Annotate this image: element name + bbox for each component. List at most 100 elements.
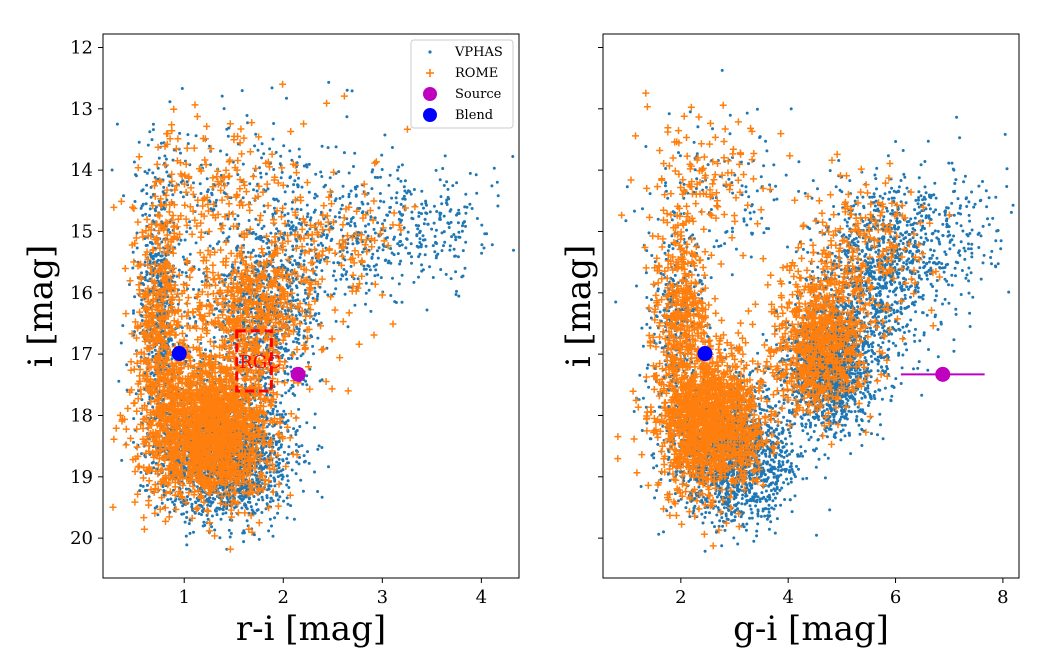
vphas-point: [453, 255, 456, 258]
vphas-point: [439, 268, 442, 271]
vphas-point: [341, 274, 344, 277]
vphas-point: [454, 238, 457, 241]
vphas-point: [146, 244, 149, 247]
vphas-point: [448, 249, 451, 252]
vphas-point: [185, 511, 188, 514]
vphas-point: [461, 230, 464, 233]
vphas-point: [376, 221, 379, 224]
vphas-point: [134, 200, 137, 203]
vphas-point: [340, 228, 343, 231]
vphas-point: [151, 171, 154, 174]
vphas-point: [294, 430, 297, 433]
vphas-point: [426, 309, 429, 312]
vphas-point: [125, 363, 128, 366]
vphas-point: [441, 231, 444, 234]
vphas-point: [286, 379, 289, 382]
vphas-point: [266, 344, 269, 347]
vphas-point: [279, 155, 282, 158]
vphas-point: [305, 374, 308, 377]
vphas-point: [167, 337, 170, 340]
vphas-point: [320, 242, 323, 245]
vphas-point: [221, 508, 224, 511]
vphas-point: [398, 282, 401, 285]
vphas-point: [350, 220, 353, 223]
vphas-point: [149, 372, 152, 375]
vphas-point: [410, 242, 413, 245]
vphas-point: [435, 229, 438, 232]
vphas-point: [287, 309, 290, 312]
vphas-point: [308, 276, 311, 279]
vphas-point: [323, 290, 326, 293]
vphas-point: [350, 265, 353, 268]
rome-point: [235, 509, 242, 516]
vphas-point: [301, 383, 304, 386]
vphas-point: [111, 169, 114, 172]
vphas-point: [389, 227, 392, 230]
vphas-point: [286, 283, 289, 286]
vphas-point: [284, 312, 287, 315]
vphas-point: [454, 236, 457, 239]
vphas-point: [160, 241, 163, 244]
vphas-point: [444, 154, 447, 157]
vphas-point: [420, 190, 423, 193]
vphas-point: [230, 532, 233, 535]
vphas-point: [183, 466, 186, 469]
vphas-point: [456, 212, 459, 215]
vphas-point: [302, 273, 305, 276]
vphas-point: [420, 263, 423, 266]
vphas-point: [428, 265, 431, 268]
vphas-point: [292, 190, 295, 193]
vphas-point: [387, 184, 390, 187]
vphas-point: [213, 498, 216, 501]
vphas-point: [254, 133, 257, 136]
vphas-point: [272, 168, 275, 171]
vphas-point: [356, 185, 359, 188]
vphas-point: [410, 262, 413, 265]
vphas-point: [273, 207, 276, 210]
vphas-point: [480, 243, 483, 246]
vphas-point: [314, 209, 317, 212]
vphas-point: [358, 207, 361, 210]
vphas-point: [374, 232, 377, 235]
vphas-point: [185, 516, 188, 519]
vphas-point: [315, 273, 318, 276]
vphas-point: [189, 498, 192, 501]
vphas-point: [290, 221, 293, 224]
vphas-point: [298, 445, 301, 448]
vphas-point: [246, 114, 249, 117]
vphas-point: [152, 193, 155, 196]
vphas-point: [150, 256, 153, 259]
vphas-point: [149, 207, 152, 210]
vphas-point: [272, 122, 275, 125]
vphas-point: [168, 100, 171, 103]
vphas-point: [453, 248, 456, 251]
vphas-point: [148, 130, 151, 133]
vphas-point: [287, 486, 290, 489]
vphas-point: [280, 446, 283, 449]
vphas-point: [140, 412, 143, 415]
left-panel: 1 2 3 4121314151617181920 RGC VPHAS ROME So…: [21, 34, 532, 649]
vphas-point: [303, 454, 306, 457]
vphas-point: [223, 107, 226, 110]
vphas-point: [145, 184, 148, 187]
vphas-point: [496, 181, 499, 184]
vphas-point: [336, 261, 339, 264]
vphas-point: [215, 199, 218, 202]
vphas-point: [282, 410, 285, 413]
vphas-point: [228, 529, 231, 532]
vphas-point: [284, 309, 287, 312]
vphas-point: [400, 203, 403, 206]
vphas-point: [248, 182, 251, 185]
vphas-point: [303, 259, 306, 262]
vphas-point: [280, 469, 283, 472]
vphas-point: [131, 267, 134, 270]
vphas-point: [365, 292, 368, 295]
vphas-point: [148, 214, 151, 217]
vphas-point: [165, 158, 168, 161]
vphas-point: [267, 529, 270, 532]
vphas-point: [353, 304, 356, 307]
vphas-point: [333, 270, 336, 273]
vphas-point: [398, 240, 401, 243]
vphas-point: [283, 266, 286, 269]
vphas-point: [432, 244, 435, 247]
